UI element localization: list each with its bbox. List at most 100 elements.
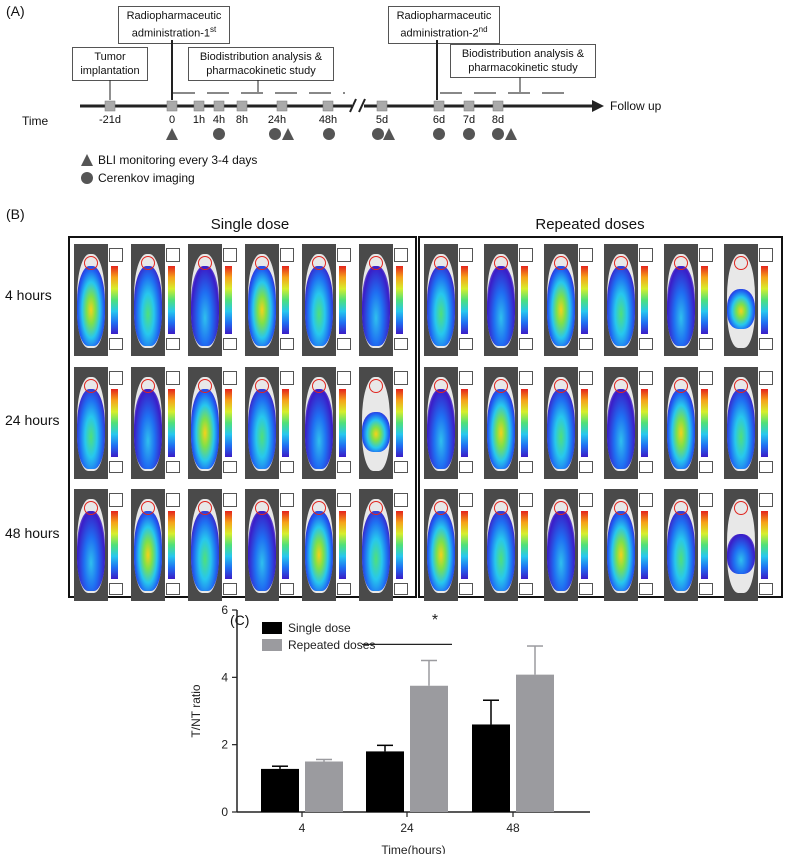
tumor-roi-circle [554, 379, 568, 393]
mouse-image [74, 244, 108, 356]
cerenkov-signal [77, 389, 105, 469]
cerenkov-signal [134, 266, 162, 346]
timepoint-marker [193, 100, 205, 112]
tumor-roi-circle [494, 379, 508, 393]
color-bar-info-box [109, 583, 123, 595]
single-dose-frame [68, 236, 417, 598]
cerenkov-signal [362, 412, 390, 452]
mouse-image [544, 489, 578, 601]
cerenkov-signal [134, 511, 162, 591]
cerenkov-signal [727, 534, 755, 574]
tumor-roi-circle [312, 501, 326, 515]
radiance-scale-bar [225, 266, 232, 334]
cerenkov-circle [372, 128, 384, 140]
repeated-doses-title: Repeated doses [535, 216, 645, 233]
tumor-roi-circle [494, 256, 508, 270]
tumor-roi-circle [369, 501, 383, 515]
cerenkov-signal [362, 511, 390, 591]
cerenkov-signal [191, 266, 219, 346]
image-info-box [394, 371, 408, 385]
color-bar-info-box [223, 461, 237, 473]
radiance-scale-bar [581, 266, 588, 334]
cerenkov-signal [305, 389, 333, 469]
cerenkov-circle [213, 128, 225, 140]
color-bar-info-box [109, 338, 123, 350]
image-info-box [459, 248, 473, 262]
image-info-box [759, 493, 773, 507]
cerenkov-signal [547, 266, 575, 346]
bar-single-dose [366, 751, 404, 812]
tumor-roi-circle [255, 501, 269, 515]
image-info-box [223, 248, 237, 262]
tumor-roi-circle [554, 256, 568, 270]
panel-c-label: (C) [230, 612, 250, 628]
cerenkov-signal [487, 389, 515, 469]
row-label-48h: 48 hours [5, 525, 60, 541]
tumor-roi-circle [369, 256, 383, 270]
timepoint-marker [104, 100, 116, 112]
radiance-scale-bar [168, 266, 175, 334]
cerenkov-signal [427, 389, 455, 469]
tumor-roi-circle [614, 501, 628, 515]
radiance-scale-bar [641, 511, 648, 579]
timepoint-marker [166, 100, 178, 112]
mouse-image [724, 367, 758, 479]
mouse-image [245, 244, 279, 356]
image-info-box [519, 371, 533, 385]
radiance-scale-bar [641, 389, 648, 457]
radio-admin-1-sup: st [210, 25, 217, 34]
x-axis-label: Time(hours) [381, 843, 445, 854]
tumor-roi-circle [255, 256, 269, 270]
image-info-box [166, 493, 180, 507]
cerenkov-signal [362, 266, 390, 346]
radiance-scale-bar [111, 511, 118, 579]
mouse-image [359, 489, 393, 601]
tumor-roi-circle [141, 379, 155, 393]
mouse-image [131, 244, 165, 356]
radiance-scale-bar [461, 511, 468, 579]
mouse-image [131, 367, 165, 479]
mouse-image [74, 367, 108, 479]
image-info-box [579, 248, 593, 262]
image-info-box [519, 248, 533, 262]
cerenkov-signal [134, 389, 162, 469]
mouse-image [245, 367, 279, 479]
radiance-scale-bar [461, 389, 468, 457]
radio-admin-1-line2: administration-1 [131, 27, 211, 40]
mouse-image [544, 367, 578, 479]
timepoint-marker [463, 100, 475, 112]
color-bar-info-box [519, 461, 533, 473]
radiance-scale-bar [761, 266, 768, 334]
radiance-scale-bar [396, 266, 403, 334]
radiance-scale-bar [581, 389, 588, 457]
mouse-image [544, 244, 578, 356]
cerenkov-signal [248, 511, 276, 591]
color-bar-info-box [639, 338, 653, 350]
cerenkov-signal [547, 511, 575, 591]
cerenkov-signal [607, 511, 635, 591]
radiance-scale-bar [761, 389, 768, 457]
biodistribution-1-line2: pharmacokinetic study [206, 65, 316, 77]
panel-a-label: (A) [6, 3, 25, 19]
legend-label: Repeated doses [288, 638, 375, 652]
image-info-box [166, 371, 180, 385]
y-tick-label: 6 [221, 603, 228, 617]
timepoint-marker [236, 100, 248, 112]
image-info-box [223, 371, 237, 385]
image-info-box [394, 248, 408, 262]
color-bar-info-box [519, 338, 533, 350]
cerenkov-circle [323, 128, 335, 140]
tumor-roi-circle [434, 501, 448, 515]
color-bar-info-box [223, 338, 237, 350]
mouse-image [424, 489, 458, 601]
biodistribution-1-box: Biodistribution analysis & pharmacokinet… [188, 47, 334, 81]
tumor-roi-circle [369, 379, 383, 393]
bli-triangle [383, 128, 395, 140]
break-mark-1 [349, 98, 357, 113]
mouse-image [424, 244, 458, 356]
color-bar-info-box [579, 338, 593, 350]
radiance-scale-bar [168, 511, 175, 579]
tumor-roi-circle [198, 379, 212, 393]
image-info-box [337, 248, 351, 262]
image-info-box [579, 371, 593, 385]
